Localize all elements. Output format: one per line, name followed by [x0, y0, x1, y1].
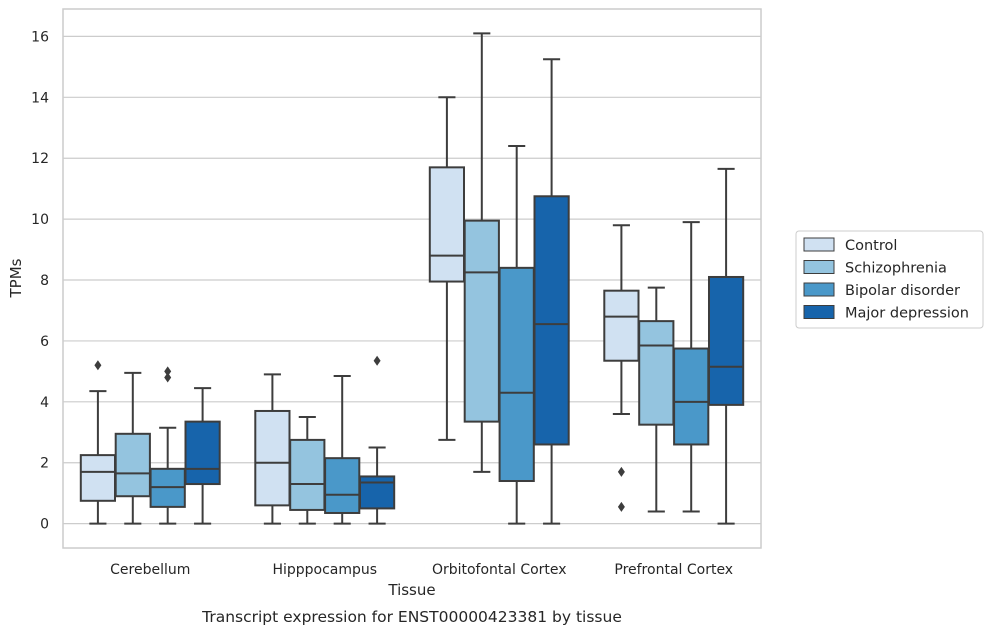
y-tick-label-6: 6: [40, 334, 49, 350]
y-tick-label-14: 14: [31, 90, 49, 106]
x-tick-label-1: Hipppocampus: [272, 562, 377, 578]
outlier-point-0: [617, 466, 625, 477]
iqr-box: [707, 275, 745, 406]
y-tick-label-12: 12: [31, 151, 49, 167]
box-control-2: [428, 96, 466, 441]
legend: Control Schizophrenia Bipolar disorder Majo…: [795, 230, 984, 329]
legend-swatch-0: [803, 237, 835, 252]
legend-label-2: Bipolar disorder: [845, 283, 960, 299]
outlier-point-0: [164, 372, 172, 383]
x-tick-label-2: Orbitofontal Cortex: [432, 562, 567, 578]
box-major-depression-3: [707, 167, 745, 525]
grid-lines: [63, 35, 761, 525]
box-bipolar-disorder-0: [149, 366, 186, 525]
y-axis-label: TPMs: [7, 258, 25, 298]
box-bipolar-disorder-1: [324, 374, 361, 525]
y-tick-label-8: 8: [40, 273, 49, 289]
legend-label-3: Major depression: [845, 306, 969, 322]
iqr-box: [498, 266, 535, 483]
legend-swatch-3: [803, 305, 835, 319]
box-schizophrenia-0: [114, 371, 151, 525]
iqr-box: [289, 438, 326, 511]
legend-swatch-2: [803, 282, 835, 297]
outlier-point-1: [164, 366, 172, 377]
box-control-3: [603, 224, 640, 512]
y-tick-label-16: 16: [31, 29, 49, 45]
box-major-depression-2: [533, 58, 570, 525]
y-tick-label-0: 0: [40, 517, 49, 533]
iqr-box: [79, 454, 117, 502]
iqr-box: [638, 320, 675, 426]
y-tick-label-2: 2: [40, 456, 49, 472]
box-schizophrenia-2: [463, 32, 500, 473]
iqr-box: [184, 420, 221, 486]
box-bipolar-disorder-3: [673, 221, 710, 513]
x-tick-label-3: Prefrontal Cortex: [614, 562, 733, 578]
box-control-1: [254, 373, 291, 525]
y-tick-label-4: 4: [40, 395, 49, 411]
outlier-point-0: [373, 355, 381, 366]
box-schizophrenia-1: [289, 416, 326, 525]
iqr-box: [673, 347, 710, 446]
legend-label-1: Schizophrenia: [845, 261, 947, 277]
box-control-0: [79, 360, 117, 525]
chart-caption: Transcript expression for ENST0000042338…: [201, 608, 622, 626]
iqr-box: [463, 219, 500, 423]
box-bipolar-disorder-2: [498, 145, 535, 525]
x-tick-label-0: Cerebellum: [110, 562, 190, 578]
box-schizophrenia-3: [638, 286, 675, 513]
iqr-box: [603, 289, 640, 362]
box-major-depression-0: [184, 387, 221, 525]
iqr-box: [533, 195, 570, 446]
box-plots: [79, 32, 745, 525]
iqr-box: [114, 432, 151, 498]
legend-frame: [795, 230, 984, 329]
iqr-box: [428, 166, 466, 283]
x-axis-label: Tissue: [387, 581, 435, 599]
outlier-point-0: [94, 360, 102, 371]
legend-swatch-1: [803, 260, 835, 274]
y-tick-label-10: 10: [31, 212, 49, 228]
iqr-box: [254, 409, 291, 507]
x-tick-labels: Cerebellum Hipppocampus Orbitofontal Corte…: [110, 562, 733, 578]
iqr-box: [324, 457, 361, 514]
legend-label-0: Control: [845, 238, 897, 254]
plot-frame: [62, 8, 762, 549]
box-major-depression-1: [358, 355, 396, 525]
outlier-point-1: [617, 501, 625, 512]
iqr-box: [358, 475, 396, 510]
y-tick-labels: 0 2 4 6 8 10 12 14 16: [31, 29, 49, 532]
